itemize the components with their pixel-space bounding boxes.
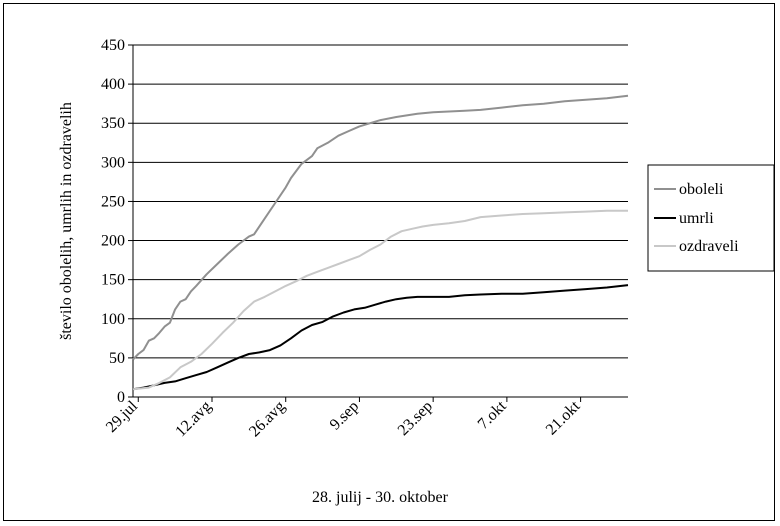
x-tick-label: 7.okt	[475, 397, 510, 432]
x-tick-label: 26.avg	[246, 398, 289, 441]
legend-label-ozdraveli: ozdraveli	[679, 238, 739, 255]
axes	[128, 44, 628, 402]
series-lines	[132, 94, 629, 391]
y-tick-label: 0	[117, 389, 125, 406]
y-tick-label: 200	[101, 233, 125, 250]
x-tick-labels: 29.jul 12.avg 26.avg 9.sep 23.sep 7.okt 21.okt	[103, 397, 584, 440]
y-tick-label: 450	[101, 37, 125, 54]
x-tick-label: 12.avg	[172, 398, 215, 441]
legend-label-umrli: umrli	[679, 210, 714, 227]
series-line-umrli	[132, 284, 629, 391]
y-tick-label: 100	[101, 311, 125, 328]
y-tick-label: 350	[101, 115, 125, 132]
chart-frame	[3, 3, 775, 521]
x-tick-label: 21.okt	[543, 397, 584, 438]
legend: oboleli umrli ozdraveli	[647, 164, 775, 272]
legend-label-oboleli: oboleli	[679, 181, 724, 198]
y-tick-label: 50	[109, 350, 125, 367]
x-tick-label: 9.sep	[327, 398, 363, 434]
series-line-oboleli	[132, 94, 629, 361]
y-tick-label: 150	[101, 272, 125, 289]
series-line-ozdraveli	[132, 209, 628, 391]
x-tick-label: 23.sep	[395, 398, 436, 439]
x-axis-title: 28. julij - 30. oktober	[312, 489, 449, 506]
y-axis-title: število obolelih, umrlih in ozdravelih	[58, 102, 75, 340]
y-tick-label: 400	[101, 76, 125, 93]
y-tick-labels: 0 50 100 150 200 250 300 350 400 450	[101, 37, 125, 406]
y-tick-label: 300	[101, 154, 125, 171]
y-tick-label: 250	[101, 193, 125, 210]
gridlines	[133, 44, 628, 359]
